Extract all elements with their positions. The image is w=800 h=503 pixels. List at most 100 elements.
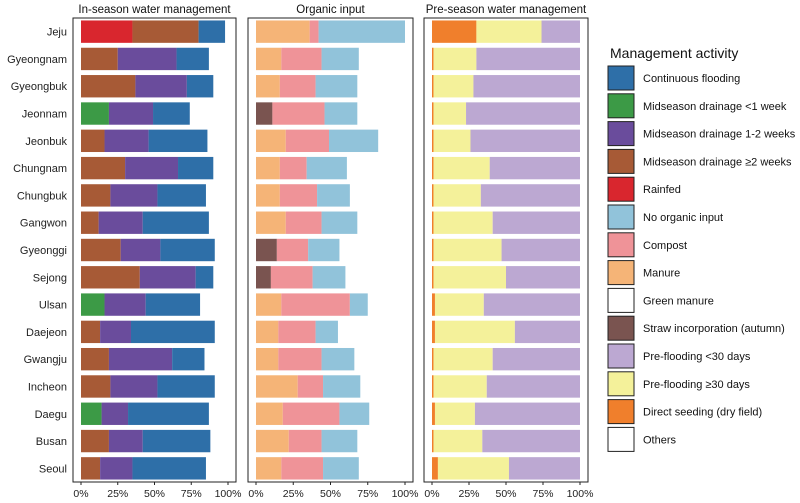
- bar-ulsan-midseason-drainage-1-2-weeks: [104, 293, 146, 316]
- bar-gangwon-pre-flooding-30-days: [433, 211, 493, 234]
- bar-chungnam-manure: [256, 156, 280, 180]
- bar-gyeonggi-straw-incorporation-autumn: [256, 238, 277, 262]
- region-label-gwangju: Gwangju: [24, 354, 67, 366]
- x-tick-label: 100%: [215, 488, 242, 500]
- bar-ulsan-pre-flooding-30-days: [434, 293, 484, 316]
- legend-label-rainfed: Rainfed: [643, 184, 681, 196]
- bar-jeonnam-compost: [272, 102, 325, 125]
- bar-jeju-rainfed: [81, 20, 133, 43]
- legend-label-no-organic-input: No organic input: [643, 212, 723, 224]
- bar-gyeongnam-continuous-flooding: [176, 47, 209, 71]
- bar-gyeongnam-no-organic-input: [321, 47, 359, 71]
- bar-gwangju-pre-flooding-30-days: [433, 347, 493, 371]
- bar-daegu-manure: [256, 402, 283, 425]
- region-label-jeonnam: Jeonnam: [22, 109, 67, 121]
- bar-ulsan-midseason-drainage-1-week: [81, 293, 105, 316]
- bar-jeonbuk-manure: [256, 129, 286, 153]
- x-tick-label: 50%: [144, 488, 165, 500]
- bar-sejong-direct-seeding-dry-field: [432, 266, 434, 289]
- bar-incheon-manure: [256, 375, 298, 398]
- legend-swatch-midseason-drainage-1-week: [607, 93, 635, 119]
- bar-incheon-compost: [297, 375, 324, 398]
- region-label-gyeongnam: Gyeongnam: [7, 54, 67, 66]
- bar-gangwon-manure: [256, 211, 286, 234]
- bar-gyeonggi-direct-seeding-dry-field: [432, 238, 434, 262]
- bar-busan-pre-flooding-30-days: [433, 429, 483, 453]
- bar-gyeonggi-midseason-drainage-1-2-weeks: [120, 238, 161, 262]
- bar-gyeonggi-pre-flooding-30-days: [501, 238, 580, 262]
- legend: Management activity Continuous flooding Mi…: [607, 45, 796, 452]
- region-label-gangwon: Gangwon: [20, 218, 67, 230]
- bar-incheon-midseason-drainage-2-weeks: [81, 375, 111, 398]
- bar-busan-compost: [288, 429, 322, 453]
- bar-chungnam-midseason-drainage-2-weeks: [81, 156, 126, 180]
- bar-ulsan-pre-flooding-30-days: [483, 293, 580, 316]
- region-label-daegu: Daegu: [35, 409, 67, 421]
- region-label-chungbuk: Chungbuk: [17, 190, 68, 202]
- bar-incheon-pre-flooding-30-days: [433, 375, 487, 398]
- bar-daejeon-compost: [278, 320, 316, 344]
- bar-gwangju-continuous-flooding: [172, 347, 205, 371]
- legend-swatch-midseason-drainage-2-weeks: [607, 148, 635, 174]
- bar-gangwon-midseason-drainage-1-2-weeks: [98, 211, 143, 234]
- bar-gwangju-manure: [256, 347, 279, 371]
- bar-gyeonggi-midseason-drainage-2-weeks: [81, 238, 121, 262]
- bar-gyeongnam-midseason-drainage-1-2-weeks: [117, 47, 177, 71]
- bar-busan-midseason-drainage-2-weeks: [81, 429, 109, 453]
- legend-swatch-manure: [607, 260, 635, 286]
- bar-chungbuk-midseason-drainage-1-2-weeks: [110, 184, 158, 207]
- bar-seoul-direct-seeding-dry-field: [432, 457, 438, 480]
- bar-sejong-pre-flooding-30-days: [433, 266, 506, 289]
- bar-chungbuk-continuous-flooding: [157, 184, 206, 207]
- bar-sejong-midseason-drainage-1-2-weeks: [139, 266, 196, 289]
- bar-gyeongnam-manure: [256, 47, 282, 71]
- bar-gyeongnam-midseason-drainage-2-weeks: [81, 47, 118, 71]
- bar-gwangju-pre-flooding-30-days: [492, 347, 580, 371]
- bar-gangwon-pre-flooding-30-days: [492, 211, 580, 234]
- bar-chungnam-no-organic-input: [306, 156, 347, 180]
- bar-jeonbuk-direct-seeding-dry-field: [432, 129, 434, 153]
- bar-sejong-compost: [270, 266, 313, 289]
- bar-gyeongnam-pre-flooding-30-days: [433, 47, 477, 71]
- bar-sejong-midseason-drainage-2-weeks: [81, 266, 140, 289]
- legend-label-pre-flooding-30-days: Pre-flooding <30 days: [643, 351, 751, 363]
- bar-gwangju-midseason-drainage-2-weeks: [81, 347, 109, 371]
- bar-incheon-midseason-drainage-1-2-weeks: [110, 375, 158, 398]
- bar-busan-pre-flooding-30-days: [482, 429, 580, 453]
- bar-gyeongbuk-direct-seeding-dry-field: [432, 75, 434, 98]
- legend-label-midseason-drainage-1-2-weeks: Midseason drainage 1-2 weeks: [643, 129, 796, 141]
- bar-gyeongbuk-manure: [256, 75, 280, 98]
- region-label-gyeongbuk: Gyeongbuk: [11, 81, 68, 93]
- bar-gwangju-compost: [278, 347, 322, 371]
- bar-jeonbuk-compost: [285, 129, 330, 153]
- bar-ulsan-compost: [281, 293, 350, 316]
- bar-chungbuk-pre-flooding-30-days: [433, 184, 481, 207]
- bar-incheon-direct-seeding-dry-field: [432, 375, 434, 398]
- bar-jeonbuk-continuous-flooding: [148, 129, 208, 153]
- legend-label-continuous-flooding: Continuous flooding: [643, 73, 740, 85]
- legend-swatch-midseason-drainage-1-2-weeks: [607, 121, 635, 147]
- bar-jeju-midseason-drainage-2-weeks: [132, 20, 199, 43]
- legend-swatch-no-organic-input: [607, 204, 635, 230]
- bar-jeonnam-continuous-flooding: [153, 102, 190, 125]
- bar-gyeongnam-compost: [281, 47, 322, 71]
- bar-gangwon-no-organic-input: [321, 211, 358, 234]
- bar-daegu-pre-flooding-30-days: [474, 402, 580, 425]
- legend-label-direct-seeding-dry-field: Direct seeding (dry field): [643, 407, 762, 419]
- bar-daejeon-midseason-drainage-2-weeks: [81, 320, 101, 344]
- bar-gyeongbuk-continuous-flooding: [186, 75, 214, 98]
- legend-title: Management activity: [610, 45, 738, 61]
- bar-daejeon-midseason-drainage-1-2-weeks: [100, 320, 131, 344]
- bar-busan-no-organic-input: [321, 429, 358, 453]
- legend-label-straw-incorporation-autumn: Straw incorporation (autumn): [643, 323, 785, 335]
- bar-busan-continuous-flooding: [142, 429, 211, 453]
- legend-swatch-green-manure: [607, 287, 635, 313]
- bar-gyeonggi-continuous-flooding: [160, 238, 215, 262]
- bar-gyeongbuk-pre-flooding-30-days: [433, 75, 474, 98]
- bar-seoul-pre-flooding-30-days: [508, 457, 580, 480]
- region-label-gyeonggi: Gyeonggi: [20, 245, 67, 257]
- legend-swatch-compost: [607, 232, 635, 258]
- x-tick-label: 100%: [392, 488, 419, 500]
- bar-gangwon-compost: [285, 211, 322, 234]
